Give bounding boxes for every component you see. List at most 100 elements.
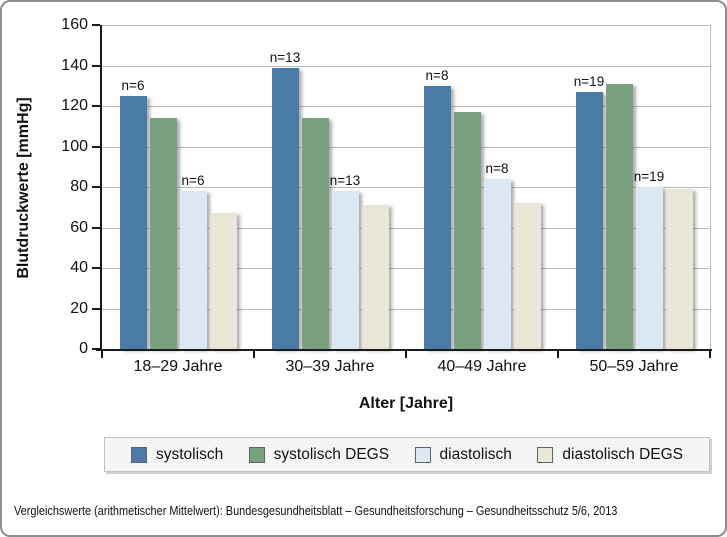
n-label: n=8 <box>425 67 449 83</box>
n-label: n=6 <box>121 77 145 93</box>
y-tick <box>92 267 100 269</box>
y-tick <box>92 226 100 229</box>
gridline <box>102 308 710 310</box>
bar-group: n=13 n=13 <box>254 25 406 349</box>
x-axis-line <box>96 349 712 351</box>
bar-systolisch <box>423 85 451 349</box>
bar-wrap <box>301 118 329 349</box>
legend-label: diastolisch DEGS <box>562 445 683 463</box>
bar-group: n=8 n=8 <box>406 25 558 349</box>
y-tick-label: 100 <box>61 137 88 155</box>
bar-wrap: n=13 <box>330 173 360 349</box>
bar-systolisch-degs <box>149 118 177 349</box>
x-category-label: 18–29 Jahre <box>133 358 223 375</box>
bar-diastolisch-degs <box>361 205 389 349</box>
bar-wrap: n=6 <box>179 173 207 349</box>
y-axis-line <box>100 25 102 351</box>
bar-wrap <box>605 83 633 349</box>
legend: systolisch systolisch DEGS diastolisch dias… <box>104 437 710 472</box>
legend-item: systolisch DEGS <box>248 445 390 464</box>
n-label: n=19 <box>633 169 665 184</box>
legend-swatch-systolisch-degs <box>248 446 265 463</box>
y-axis-title: Blutdruckwerte [mmHg] <box>15 97 32 279</box>
bar-diastolisch-degs <box>513 203 541 349</box>
bar-wrap: n=8 <box>483 161 511 349</box>
legend-label: diastolisch <box>439 445 512 463</box>
legend-item: systolisch <box>131 446 223 464</box>
bar-systolisch-degs <box>605 83 633 349</box>
bar-diastolisch <box>483 178 511 349</box>
y-tick <box>92 348 100 350</box>
n-label: n=19 <box>573 73 605 89</box>
n-label: n=13 <box>329 173 361 189</box>
y-tick <box>92 105 100 107</box>
bar-systolisch <box>575 91 603 349</box>
bar-group: n=19 n=19 <box>558 25 710 349</box>
bar-diastolisch <box>331 191 359 349</box>
bar-diastolisch <box>635 187 663 349</box>
caption: Vergleichswerte (arithmetischer Mittelwe… <box>14 503 618 518</box>
bar-systolisch-degs <box>301 118 329 349</box>
legend-item: diastolisch <box>414 445 512 464</box>
n-label: n=6 <box>181 173 205 189</box>
y-tick-label: 120 <box>61 97 88 114</box>
y-tick <box>92 64 100 67</box>
bar-systolisch-degs <box>453 112 481 349</box>
legend-label: systolisch <box>156 445 224 463</box>
x-category-label: 40–49 Jahre <box>437 358 527 375</box>
bar-systolisch <box>119 95 147 349</box>
bar-wrap: n=19 <box>574 74 604 349</box>
y-tick-label: 140 <box>61 56 88 74</box>
gridline <box>102 106 710 107</box>
bar-wrap: n=8 <box>423 68 451 349</box>
x-tick <box>101 351 103 358</box>
legend-item: diastolisch DEGS <box>537 446 683 464</box>
bar-wrap <box>149 118 177 349</box>
x-axis-title: Alter [Jahre] <box>358 395 454 412</box>
bar-diastolisch-degs <box>665 189 693 349</box>
legend-swatch-systolisch <box>131 446 147 463</box>
bar-wrap: n=6 <box>119 78 147 349</box>
x-tick <box>405 351 407 358</box>
legend-swatch-diastolisch-degs <box>537 446 554 463</box>
bar-systolisch <box>271 67 299 349</box>
gridline <box>102 187 710 188</box>
y-tick <box>92 307 100 310</box>
x-category-label: 30–39 Jahre <box>285 358 375 375</box>
n-label: n=13 <box>269 49 301 65</box>
y-tick-label: 80 <box>70 178 88 195</box>
y-tick-label: 40 <box>70 259 88 276</box>
bar-wrap <box>665 189 693 349</box>
y-tick <box>92 186 100 188</box>
n-label: n=8 <box>485 160 509 176</box>
plot-area: n=6 n=6 n=13 n=13 n=8 n=8 n=19 n=19 <box>102 25 710 349</box>
bar-wrap <box>513 203 541 349</box>
x-tick <box>709 351 711 358</box>
gridline <box>102 146 710 148</box>
plot-border-top <box>102 25 711 26</box>
bar-group: n=6 n=6 <box>102 25 254 349</box>
bar-wrap <box>361 205 389 349</box>
y-tick-label: 60 <box>70 218 88 236</box>
x-tick <box>253 351 255 358</box>
gridline <box>102 227 710 229</box>
y-tick <box>92 24 100 26</box>
legend-label: systolisch DEGS <box>273 445 390 463</box>
gridline <box>102 65 710 67</box>
y-tick-label: 20 <box>70 299 88 317</box>
legend-swatch-diastolisch <box>414 446 431 463</box>
bar-wrap <box>209 213 237 349</box>
y-tick-label: 160 <box>61 16 88 33</box>
x-tick <box>557 351 559 358</box>
y-tick <box>92 145 100 148</box>
bar-wrap: n=13 <box>270 50 300 349</box>
bar-diastolisch-degs <box>209 213 237 349</box>
plot-border-right <box>710 25 711 349</box>
x-category-label: 50–59 Jahre <box>589 358 679 375</box>
bar-wrap <box>453 112 481 349</box>
bar-wrap: n=19 <box>634 169 664 349</box>
y-tick-label: 0 <box>79 340 88 357</box>
bar-diastolisch <box>179 191 207 349</box>
gridline <box>102 268 710 269</box>
